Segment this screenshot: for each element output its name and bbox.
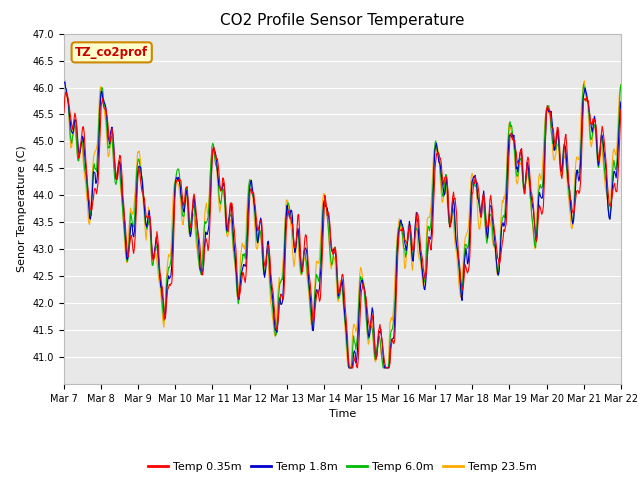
Text: TZ_co2prof: TZ_co2prof: [75, 46, 148, 59]
Legend: Temp 0.35m, Temp 1.8m, Temp 6.0m, Temp 23.5m: Temp 0.35m, Temp 1.8m, Temp 6.0m, Temp 2…: [143, 457, 541, 477]
X-axis label: Time: Time: [329, 409, 356, 419]
Y-axis label: Senor Temperature (C): Senor Temperature (C): [17, 145, 27, 272]
Title: CO2 Profile Sensor Temperature: CO2 Profile Sensor Temperature: [220, 13, 465, 28]
